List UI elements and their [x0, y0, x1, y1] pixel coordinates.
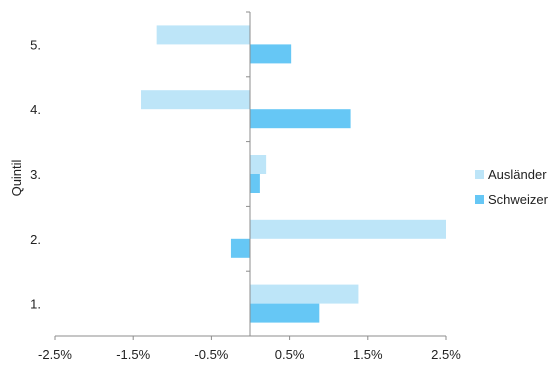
- bar-ausländer-3: [250, 155, 267, 174]
- category-labels-group: 1. 2. 3. 4. 5.: [30, 37, 41, 311]
- bar-schweizer-1: [250, 303, 320, 323]
- legend-swatch-ausländer: [475, 170, 484, 179]
- bar-ausländer-5: [156, 25, 251, 45]
- bar-ausländer-2: [250, 219, 446, 239]
- x-tick-label: -2.5%: [38, 347, 72, 362]
- bar-schweizer-5: [250, 44, 292, 64]
- category-label: 2.: [30, 232, 41, 247]
- y-axis-title: Quintil: [9, 159, 24, 196]
- x-tick-label: 2.5%: [431, 347, 461, 362]
- bar-schweizer-2: [230, 238, 251, 258]
- x-tick-label: 1.5%: [353, 347, 383, 362]
- bar-ausländer-1: [250, 284, 359, 304]
- x-tick-label: -1.5%: [116, 347, 150, 362]
- legend-label-ausländer: Ausländer: [488, 167, 547, 182]
- x-tick-label: -0.5%: [194, 347, 228, 362]
- bar-schweizer-3: [250, 174, 260, 193]
- category-label: 4.: [30, 102, 41, 117]
- bar-schweizer-4: [250, 109, 351, 129]
- bar-ausländer-4: [141, 90, 251, 110]
- legend-swatch-schweizer: [475, 195, 484, 204]
- x-tick-label: 0.5%: [275, 347, 305, 362]
- axes-group: [55, 11, 446, 337]
- x-ticks-group: -2.5% -1.5% -0.5% 0.5% 1.5% 2.5%: [38, 336, 461, 362]
- category-label: 5.: [30, 37, 41, 52]
- category-label: 1.: [30, 297, 41, 312]
- bars-group: [141, 25, 446, 323]
- legend: Ausländer Schweizer: [475, 167, 549, 207]
- legend-label-schweizer: Schweizer: [488, 192, 549, 207]
- category-label: 3.: [30, 167, 41, 182]
